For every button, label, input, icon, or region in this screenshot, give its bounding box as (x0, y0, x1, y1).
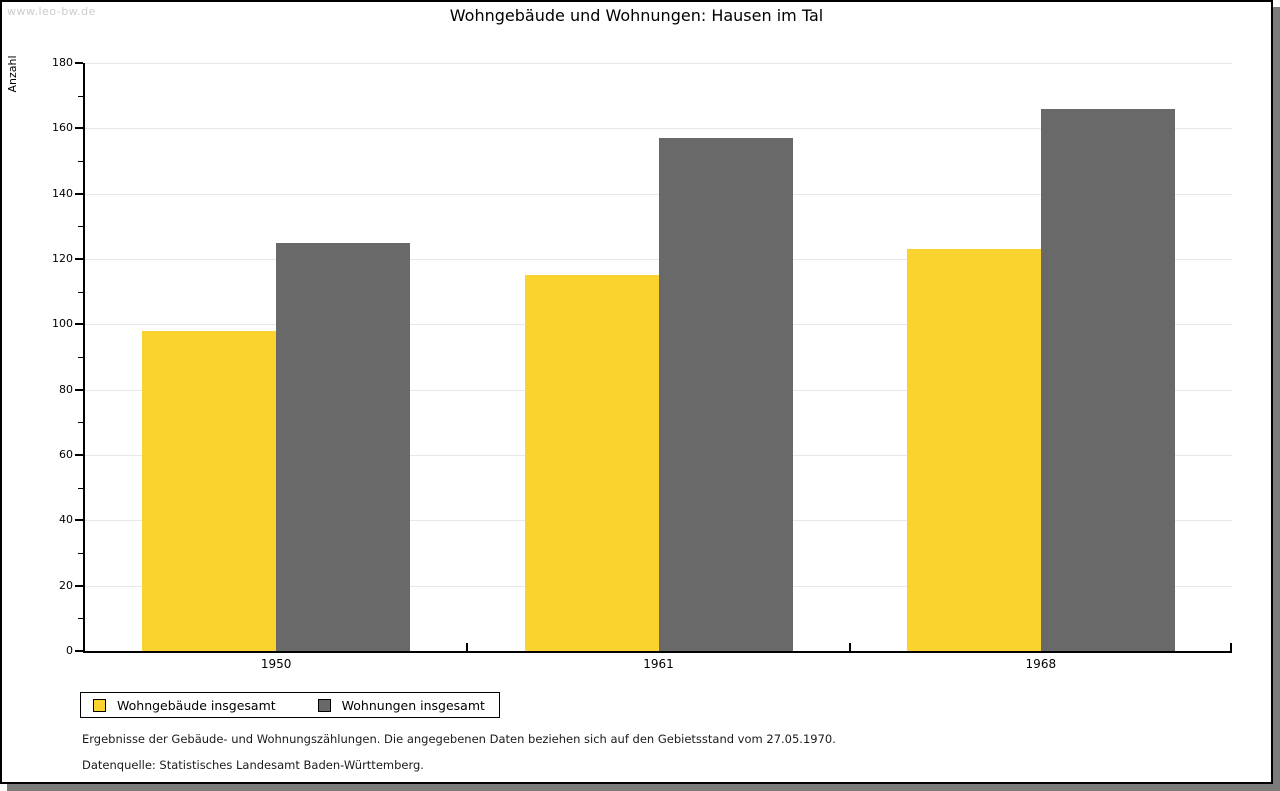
y-axis-minor-tick (78, 618, 83, 620)
chart-title: Wohngebäude und Wohnungen: Hausen im Tal (449, 6, 824, 25)
plot-area: 0 20 40 60 80 100 120 140 160 180 1950 1961 1968 (52, 56, 1232, 671)
footnotes: Ergebnisse der Gebäude- und Wohnungszähl… (82, 726, 836, 778)
legend-swatch-yellow-icon (93, 698, 106, 712)
y-axis-tick (75, 62, 83, 64)
y-axis-minor-tick (78, 422, 83, 424)
y-axis-tick-label: 60 (59, 448, 73, 461)
x-axis-tick (848, 643, 851, 651)
y-axis-minor-tick (78, 487, 83, 489)
y-axis-tick-label: 40 (59, 513, 73, 527)
bar-wohnungen-1961 (658, 138, 793, 651)
legend: Wohngebäude insgesamt Wohnungen insgesam… (80, 692, 500, 718)
y-axis-tick-label: 120 (52, 252, 73, 265)
bar-wohnungen-1950 (276, 242, 411, 651)
y-axis-tick-label: 0 (66, 644, 73, 657)
y-axis-tick (75, 192, 83, 195)
y-axis-minor-tick (78, 95, 83, 97)
y-axis-line (83, 63, 85, 653)
y-axis-tick-label: 160 (52, 121, 73, 135)
bar-wohngebäude-1968 (906, 249, 1041, 651)
legend-entry-wohngebaeude: Wohngebäude insgesamt (93, 698, 276, 713)
y-axis-tick-label: 180 (52, 56, 73, 69)
y-axis-minor-tick (78, 291, 83, 293)
y-axis-tick (75, 650, 83, 652)
x-axis-end-tick (1230, 643, 1232, 651)
y-axis-tick-label: 20 (59, 578, 73, 592)
y-axis-tick (75, 388, 83, 391)
y-axis-tick-label: 80 (59, 382, 73, 396)
watermark: www.leo-bw.de (7, 5, 96, 18)
gridline (85, 63, 1232, 64)
footnote-line: Datenquelle: Statistisches Landesamt Bad… (82, 758, 424, 772)
bar-wohngebäude-1950 (142, 330, 277, 651)
y-axis-minor-tick (78, 357, 83, 358)
y-axis-title: Anzahl (6, 55, 19, 93)
bar-wohngebäude-1961 (524, 275, 659, 651)
y-axis-tick (75, 454, 83, 456)
legend-entry-wohnungen: Wohnungen insgesamt (317, 697, 485, 713)
legend-label: Wohnungen insgesamt (341, 697, 485, 713)
y-axis-tick (75, 323, 83, 326)
y-axis-tick (75, 519, 83, 522)
y-axis-tick (75, 258, 83, 260)
gridline (85, 128, 1232, 130)
legend-label: Wohngebäude insgesamt (117, 697, 276, 713)
legend-swatch-gray-icon (317, 698, 331, 712)
y-axis-minor-tick (78, 553, 83, 554)
y-axis-minor-tick (78, 161, 83, 162)
footnote-line: Ergebnisse der Gebäude- und Wohnungszähl… (82, 732, 836, 746)
x-axis-category-label: 1950 (260, 657, 292, 671)
y-axis-tick (75, 127, 83, 130)
x-axis-category-label: 1961 (643, 657, 674, 671)
x-axis-tick (466, 643, 469, 651)
y-axis-tick-label: 140 (52, 186, 73, 200)
y-axis-tick-label: 100 (52, 317, 73, 331)
y-axis-tick (75, 584, 83, 587)
bar-wohnungen-1968 (1040, 108, 1175, 651)
y-axis-minor-tick (78, 226, 83, 228)
x-axis-category-label: 1968 (1025, 657, 1057, 671)
x-axis-line (83, 651, 1232, 653)
